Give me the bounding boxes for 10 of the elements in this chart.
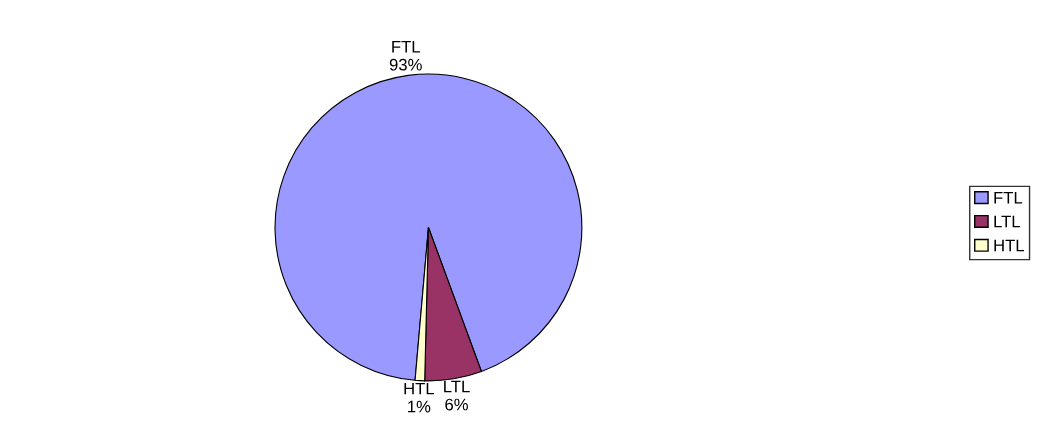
pie-slice [274, 73, 583, 381]
data-label: 1% [408, 400, 431, 413]
slice-label: FTL [392, 41, 420, 53]
data-label: 93% [389, 58, 422, 71]
slice-label: LTL [444, 380, 470, 393]
data-label: 6% [445, 398, 468, 411]
legend-label: FTL [994, 191, 1023, 204]
legend-label: HTL [994, 239, 1024, 252]
legend-label: LTL [994, 215, 1020, 228]
slice-label: HTL [404, 382, 435, 395]
